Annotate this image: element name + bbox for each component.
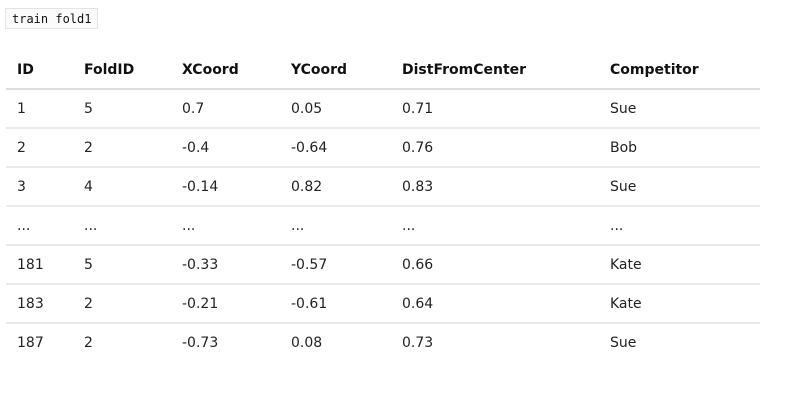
cell-ycoord: 0.08 xyxy=(291,334,323,351)
cell-foldid: 5 xyxy=(73,89,171,129)
cell-foldid: 4 xyxy=(73,167,171,207)
cell-xcoord: -0.21 xyxy=(171,284,280,324)
cell-distfromcenter: ... xyxy=(391,206,599,246)
cell-competitor: ... xyxy=(599,206,760,246)
column-header-distfromcenter: DistFromCenter xyxy=(391,51,599,90)
ellipsis-row: ... ... ... ... ... ... xyxy=(6,206,760,246)
cell-competitor: Sue xyxy=(610,334,637,351)
cell-ycoord: 0.82 xyxy=(280,167,391,207)
cell-xcoord: -0.73 xyxy=(182,334,219,351)
cell-distfromcenter: 0.76 xyxy=(391,128,599,168)
cell-id: 183 xyxy=(6,284,73,324)
cell-competitor: Sue xyxy=(599,89,760,129)
cell-xcoord: ... xyxy=(171,206,280,246)
cell-foldid: 2 xyxy=(73,128,171,168)
cell-competitor: Sue xyxy=(599,167,760,207)
cell-id: 181 xyxy=(6,245,73,285)
cell-id: 3 xyxy=(6,167,73,207)
cell-distfromcenter: 0.64 xyxy=(391,284,599,324)
cell-competitor: Kate xyxy=(599,284,760,324)
table-row: 187 2 -0.73 0.08 0.73 Sue xyxy=(6,323,760,361)
cell-id: ... xyxy=(6,206,73,246)
cell-xcoord: -0.14 xyxy=(171,167,280,207)
cell-distfromcenter: 0.73 xyxy=(402,334,434,351)
cell-ycoord: -0.64 xyxy=(280,128,391,168)
cell-id: 2 xyxy=(6,128,73,168)
cell-id: 1 xyxy=(6,89,73,129)
column-header-competitor: Competitor xyxy=(599,51,760,90)
data-table: ID FoldID XCoord YCoord DistFromCenter C… xyxy=(6,51,760,361)
table-row: 181 5 -0.33 -0.57 0.66 Kate xyxy=(6,245,760,285)
cell-ycoord: 0.05 xyxy=(280,89,391,129)
cell-ycoord: -0.57 xyxy=(280,245,391,285)
cell-ycoord: ... xyxy=(280,206,391,246)
column-header-xcoord: XCoord xyxy=(171,51,280,90)
cell-competitor: Kate xyxy=(599,245,760,285)
cell-xcoord: -0.33 xyxy=(171,245,280,285)
cell-distfromcenter: 0.83 xyxy=(391,167,599,207)
column-header-ycoord: YCoord xyxy=(280,51,391,90)
cell-foldid: ... xyxy=(73,206,171,246)
table-row: 1 5 0.7 0.05 0.71 Sue xyxy=(6,89,760,129)
cell-distfromcenter: 0.71 xyxy=(391,89,599,129)
header-row: ID FoldID XCoord YCoord DistFromCenter C… xyxy=(6,51,760,90)
code-label: train fold1 xyxy=(5,8,99,29)
cell-ycoord: -0.61 xyxy=(280,284,391,324)
table-row: 183 2 -0.21 -0.61 0.64 Kate xyxy=(6,284,760,324)
cell-foldid: 2 xyxy=(84,334,93,351)
table-row: 3 4 -0.14 0.82 0.83 Sue xyxy=(6,167,760,207)
column-header-foldid: FoldID xyxy=(73,51,171,90)
table-row: 2 2 -0.4 -0.64 0.76 Bob xyxy=(6,128,760,168)
column-header-id: ID xyxy=(6,51,73,90)
cell-xcoord: 0.7 xyxy=(171,89,280,129)
cell-competitor: Bob xyxy=(599,128,760,168)
cell-id: 187 xyxy=(17,334,44,351)
cell-foldid: 2 xyxy=(73,284,171,324)
cell-distfromcenter: 0.66 xyxy=(391,245,599,285)
cell-xcoord: -0.4 xyxy=(171,128,280,168)
cell-foldid: 5 xyxy=(73,245,171,285)
